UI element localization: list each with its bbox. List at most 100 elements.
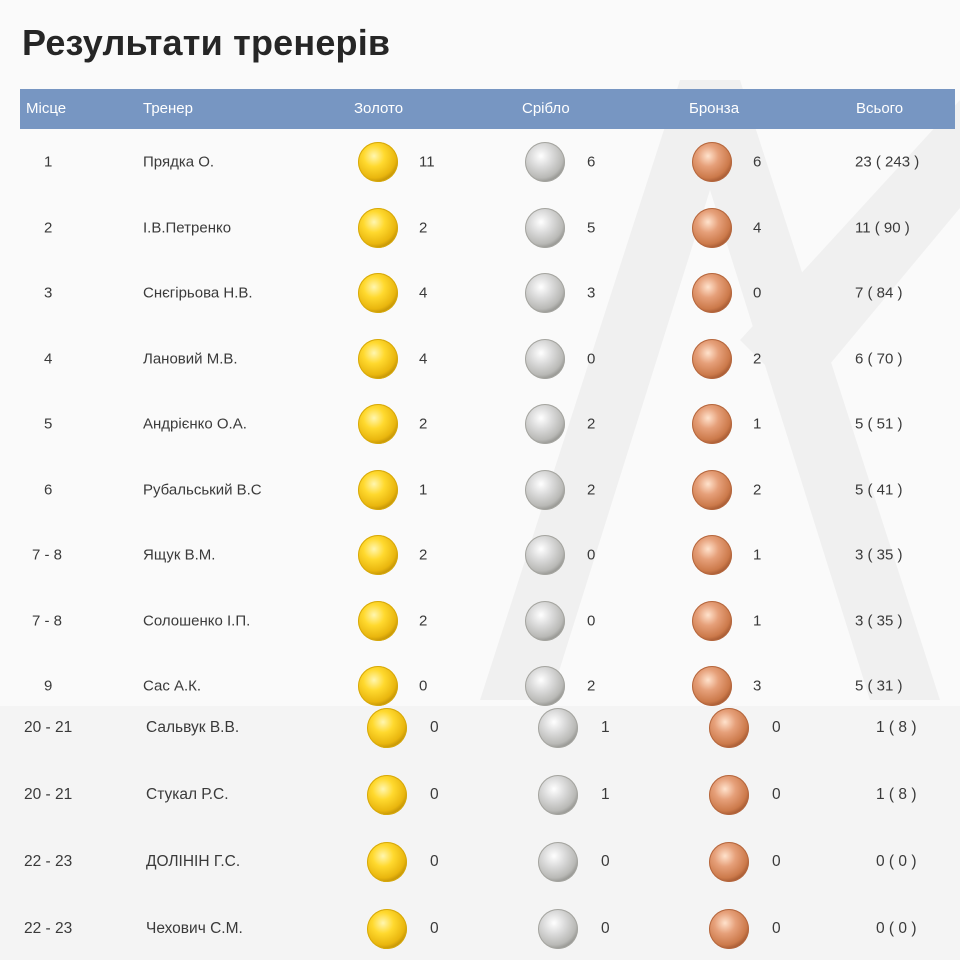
bronze-count: 0 <box>772 853 781 870</box>
gold-count: 11 <box>419 153 435 171</box>
table-row: 22 - 23 Чехович С.М. 0 0 0 0 ( 0 ) <box>0 899 960 959</box>
silver-medal-icon <box>525 535 565 575</box>
total-cell: 6 ( 70 ) <box>855 350 903 367</box>
total-cell: 5 ( 51 ) <box>855 415 903 433</box>
total-cell: 23 ( 243 ) <box>855 153 920 171</box>
silver-count: 5 <box>587 219 596 236</box>
column-header-place: Місце <box>26 100 67 117</box>
gold-count: 2 <box>419 546 428 564</box>
total-cell: 11 ( 90 ) <box>855 219 910 236</box>
total-cell: 5 ( 41 ) <box>855 481 903 498</box>
watermark-logo-icon <box>480 80 960 700</box>
coach-cell: Ящук В.М. <box>143 546 216 564</box>
gold-count: 4 <box>419 284 428 302</box>
gold-medal-icon <box>358 600 398 641</box>
gold-medal-icon <box>358 469 398 510</box>
place-cell: 3 <box>44 284 53 302</box>
total-cell: 7 ( 84 ) <box>855 284 903 302</box>
coach-cell: Лановий М.В. <box>143 350 238 367</box>
place-cell: 20 - 21 <box>24 719 73 736</box>
total-cell: 5 ( 31 ) <box>855 677 903 695</box>
coach-cell: ДОЛІНІН Г.С. <box>146 853 241 870</box>
table-row: 7 - 8 Солошенко І.П. 2 0 1 3 ( 35 ) <box>0 591 960 651</box>
column-header-gold: Золото <box>354 100 404 117</box>
place-cell: 4 <box>44 350 53 367</box>
silver-medal-icon <box>525 338 565 379</box>
silver-medal-icon <box>525 207 565 248</box>
bronze-medal-icon <box>692 666 732 706</box>
gold-count: 1 <box>419 481 428 498</box>
silver-count: 0 <box>587 350 596 367</box>
bronze-medal-icon <box>709 909 749 949</box>
bronze-medal-icon <box>692 535 732 575</box>
coach-cell: Прядка О. <box>143 153 215 171</box>
table-row: 6 Рубальський В.С 1 2 2 5 ( 41 ) <box>0 460 960 520</box>
place-cell: 9 <box>44 677 53 695</box>
table-row: 2 І.В.Петренко 2 5 4 11 ( 90 ) <box>0 198 960 258</box>
silver-count: 1 <box>601 719 610 736</box>
bronze-count: 1 <box>753 612 762 629</box>
bronze-count: 3 <box>753 677 762 695</box>
silver-count: 6 <box>587 153 596 171</box>
bronze-medal-icon <box>692 142 732 182</box>
gold-count: 0 <box>430 853 439 870</box>
gold-count: 2 <box>419 415 428 433</box>
bronze-count: 4 <box>753 219 762 236</box>
gold-medal-icon <box>367 842 407 882</box>
bronze-medal-icon <box>709 842 749 882</box>
total-cell: 1 ( 8 ) <box>876 719 917 736</box>
total-cell: 3 ( 35 ) <box>855 612 903 629</box>
silver-medal-icon <box>525 142 565 182</box>
bronze-medal-icon <box>692 469 732 510</box>
gold-medal-icon <box>367 775 407 815</box>
silver-medal-icon <box>538 909 578 949</box>
silver-medal-icon <box>525 469 565 510</box>
table-row: 22 - 23 ДОЛІНІН Г.С. 0 0 0 0 ( 0 ) <box>0 832 960 892</box>
gold-count: 4 <box>419 350 428 367</box>
table-row: 20 - 21 Сальвук В.В. 0 1 0 1 ( 8 ) <box>0 698 960 758</box>
bronze-count: 0 <box>753 284 762 302</box>
bronze-count: 0 <box>772 786 781 803</box>
bronze-medal-icon <box>709 708 749 748</box>
place-cell: 7 - 8 <box>32 612 63 629</box>
results-panel: Результати тренерів Місце Тренер Золото … <box>0 22 960 706</box>
gold-medal-icon <box>358 666 398 706</box>
table-header: Місце Тренер Золото Срібло Бронза Всього <box>20 89 955 129</box>
gold-count: 0 <box>430 719 439 736</box>
silver-count: 2 <box>587 481 596 498</box>
silver-count: 0 <box>587 612 596 629</box>
table-row: 7 - 8 Ящук В.М. 2 0 1 3 ( 35 ) <box>0 525 960 585</box>
total-cell: 3 ( 35 ) <box>855 546 903 564</box>
coach-cell: Снєгірьова Н.В. <box>143 284 253 302</box>
place-cell: 22 - 23 <box>24 920 73 937</box>
silver-medal-icon <box>538 775 578 815</box>
bronze-count: 2 <box>753 481 762 498</box>
gold-count: 0 <box>419 677 428 695</box>
gold-count: 0 <box>430 786 439 803</box>
gold-medal-icon <box>367 909 407 949</box>
place-cell: 6 <box>44 481 53 498</box>
table-row: 3 Снєгірьова Н.В. 4 3 0 7 ( 84 ) <box>0 263 960 323</box>
silver-medal-icon <box>525 666 565 706</box>
total-cell: 0 ( 0 ) <box>876 853 917 870</box>
place-cell: 1 <box>44 153 53 171</box>
silver-medal-icon <box>538 708 578 748</box>
gold-medal-icon <box>358 273 398 313</box>
column-header-total: Всього <box>856 100 904 117</box>
gold-medal-icon <box>358 535 398 575</box>
gold-medal-icon <box>358 338 398 379</box>
silver-count: 1 <box>601 786 610 803</box>
silver-count: 0 <box>601 920 610 937</box>
coach-cell: Сальвук В.В. <box>146 719 240 736</box>
bronze-count: 1 <box>753 546 762 564</box>
bronze-medal-icon <box>709 775 749 815</box>
gold-medal-icon <box>358 207 398 248</box>
bronze-count: 0 <box>772 920 781 937</box>
gold-count: 0 <box>430 920 439 937</box>
total-cell: 1 ( 8 ) <box>876 786 917 803</box>
bronze-medal-icon <box>692 207 732 248</box>
silver-medal-icon <box>525 404 565 444</box>
coach-cell: Чехович С.М. <box>146 920 243 937</box>
gold-medal-icon <box>358 404 398 444</box>
gold-count: 2 <box>419 219 428 236</box>
